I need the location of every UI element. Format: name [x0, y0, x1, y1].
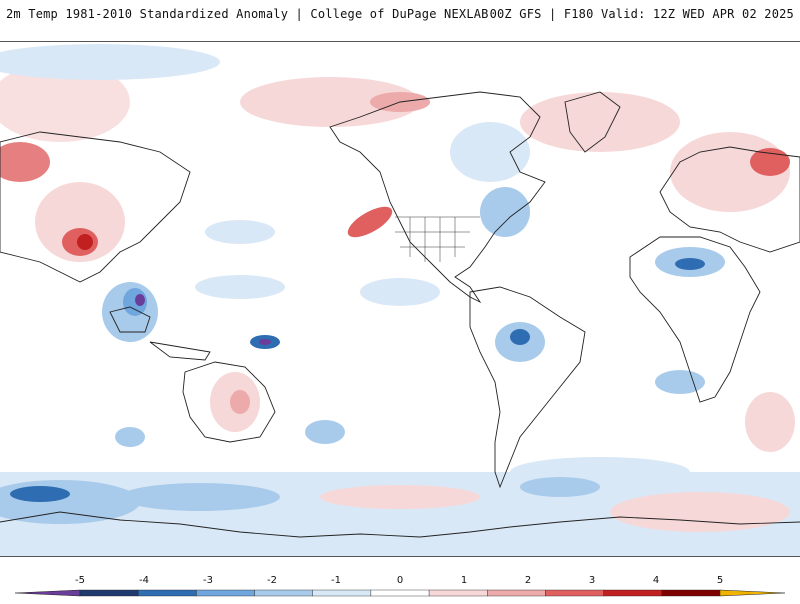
colorbar-tick-label: 5 [716, 575, 724, 586]
map-title: 2m Temp 1981-2010 Standardized Anomaly |… [6, 7, 489, 21]
state-borders [395, 216, 480, 262]
coast-eurasia-west [659, 146, 800, 253]
colorbar-segment [661, 589, 721, 597]
coast-eurasia-east [0, 131, 191, 283]
colorbar-segment [603, 589, 663, 597]
coast-islands [149, 341, 211, 361]
colorbar-tick-label: -5 [75, 575, 85, 586]
colorbar-segment [487, 589, 546, 597]
colorbar-segment [196, 589, 255, 597]
model-run-info: 00Z GFS | F180 Valid: 12Z WED APR 02 202… [489, 7, 794, 21]
colorbar-svg [14, 589, 786, 597]
coast-africa [629, 236, 761, 403]
anomaly-shading [0, 44, 800, 556]
world-map[interactable] [0, 41, 800, 557]
colorbar-tick-label: 0 [396, 575, 404, 586]
colorbar-segment [79, 589, 139, 597]
coast-north-america [329, 91, 546, 304]
colorbar-tick-label: 4 [652, 575, 660, 586]
coast-australia [182, 361, 276, 443]
colorbar [0, 568, 800, 600]
colorbar-segment [254, 589, 313, 597]
colorbar-tick-label: -2 [267, 575, 277, 586]
coast-antarctica [0, 511, 800, 538]
colorbar-segment [428, 589, 488, 597]
coast-greenland [564, 91, 621, 153]
colorbar-max-extend [719, 589, 786, 597]
colorbar-tick-label: 2 [524, 575, 532, 586]
colorbar-tick-label: -1 [331, 575, 341, 586]
colorbar-tick-label: 3 [588, 575, 596, 586]
colorbar-tick-label: 1 [460, 575, 468, 586]
colorbar-tick-label: -3 [203, 575, 213, 586]
header-bar: 2m Temp 1981-2010 Standardized Anomaly |… [0, 0, 800, 40]
colorbar-segment [137, 589, 197, 597]
colorbar-min-extend [14, 589, 81, 597]
colorbar-tick-label: -4 [139, 575, 149, 586]
colorbar-segment [370, 589, 430, 597]
anomaly-map-svg [0, 44, 800, 556]
coast-indonesia [109, 306, 151, 333]
coastlines [0, 91, 800, 538]
colorbar-segment [312, 589, 372, 597]
coast-south-america [469, 286, 586, 489]
colorbar-segment [545, 589, 604, 597]
